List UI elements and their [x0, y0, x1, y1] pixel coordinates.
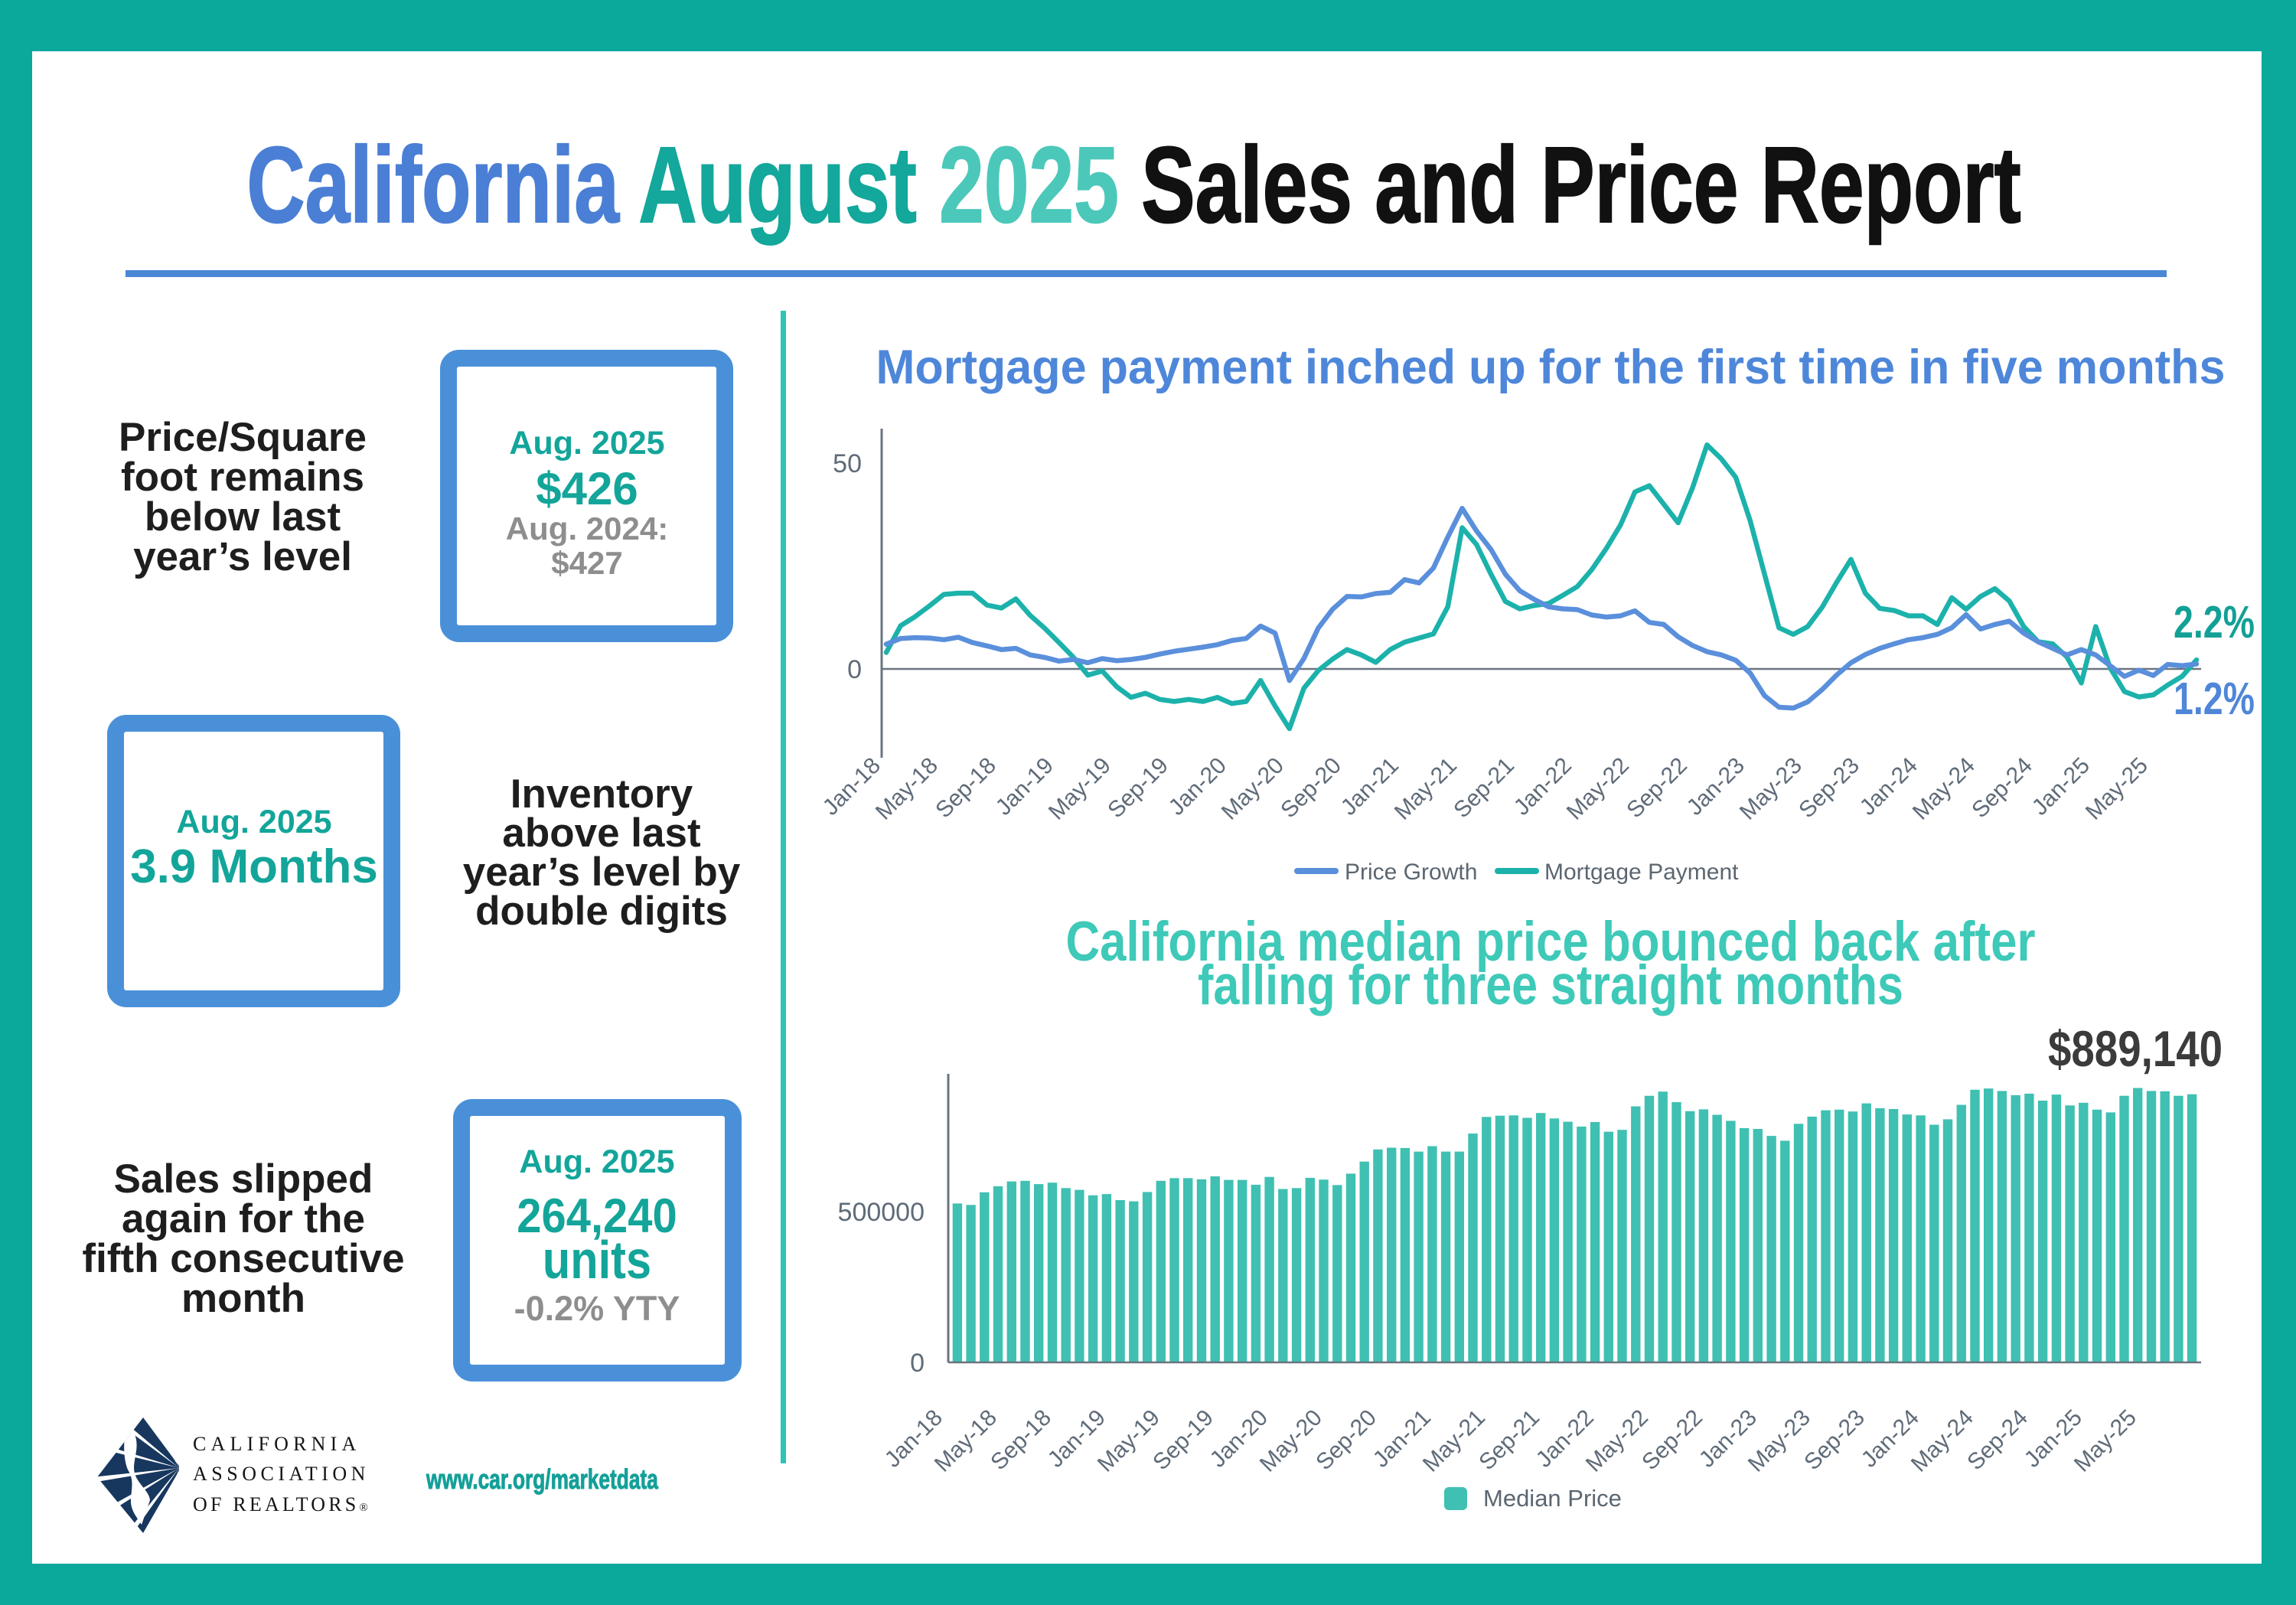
- svg-text:1.2%: 1.2%: [2174, 674, 2255, 724]
- svg-text:Sep-23: Sep-23: [1799, 1405, 1870, 1476]
- svg-text:Sep-23: Sep-23: [1794, 753, 1864, 824]
- svg-text:May-24: May-24: [1906, 1405, 1978, 1477]
- svg-text:May-19: May-19: [1044, 753, 1116, 825]
- svg-text:May-25: May-25: [2081, 753, 2153, 825]
- svg-text:Sep-19: Sep-19: [1148, 1405, 1218, 1476]
- svg-text:California median price bounce: California median price bounced back aft…: [1066, 911, 2036, 973]
- svg-text:2.2%: 2.2%: [2174, 597, 2255, 648]
- svg-text:Sep-20: Sep-20: [1276, 753, 1346, 824]
- svg-text:falling for three straight mon: falling for three straight months: [1198, 954, 1903, 1016]
- svg-text:Sep-19: Sep-19: [1103, 753, 1173, 824]
- svg-text:Mortgage payment inched up for: Mortgage payment inched up for the first…: [876, 341, 2226, 394]
- svg-text:May-21: May-21: [1418, 1405, 1490, 1477]
- svg-text:May-24: May-24: [1908, 753, 1980, 825]
- svg-text:0: 0: [910, 1349, 925, 1378]
- svg-text:Sep-22: Sep-22: [1637, 1405, 1707, 1476]
- svg-text:Mortgage Payment: Mortgage Payment: [1544, 860, 1739, 885]
- svg-text:Sep-18: Sep-18: [931, 753, 1001, 824]
- svg-text:Sep-18: Sep-18: [986, 1405, 1056, 1476]
- svg-text:$889,140: $889,140: [2048, 1020, 2223, 1077]
- svg-text:50: 50: [833, 449, 862, 478]
- svg-text:May-25: May-25: [2069, 1405, 2141, 1477]
- svg-text:May-21: May-21: [1390, 753, 1462, 825]
- svg-text:May-23: May-23: [1735, 753, 1807, 825]
- svg-text:Sep-20: Sep-20: [1311, 1405, 1381, 1476]
- svg-text:Sep-24: Sep-24: [1967, 753, 2037, 824]
- svg-text:May-18: May-18: [930, 1405, 1002, 1477]
- svg-text:Sep-24: Sep-24: [1962, 1405, 2033, 1476]
- svg-text:May-20: May-20: [1255, 1405, 1327, 1477]
- svg-text:May-22: May-22: [1562, 753, 1634, 825]
- svg-text:May-22: May-22: [1581, 1405, 1653, 1477]
- svg-text:May-20: May-20: [1217, 753, 1289, 825]
- svg-text:Median Price: Median Price: [1483, 1485, 1622, 1512]
- svg-text:500000: 500000: [838, 1198, 925, 1227]
- svg-text:0: 0: [847, 655, 862, 684]
- svg-text:May-19: May-19: [1093, 1405, 1165, 1477]
- svg-text:Sep-21: Sep-21: [1474, 1405, 1544, 1476]
- svg-text:Price Growth: Price Growth: [1345, 860, 1477, 885]
- svg-text:Sep-21: Sep-21: [1449, 753, 1519, 824]
- svg-text:Sep-22: Sep-22: [1622, 753, 1692, 824]
- svg-text:May-18: May-18: [871, 753, 943, 825]
